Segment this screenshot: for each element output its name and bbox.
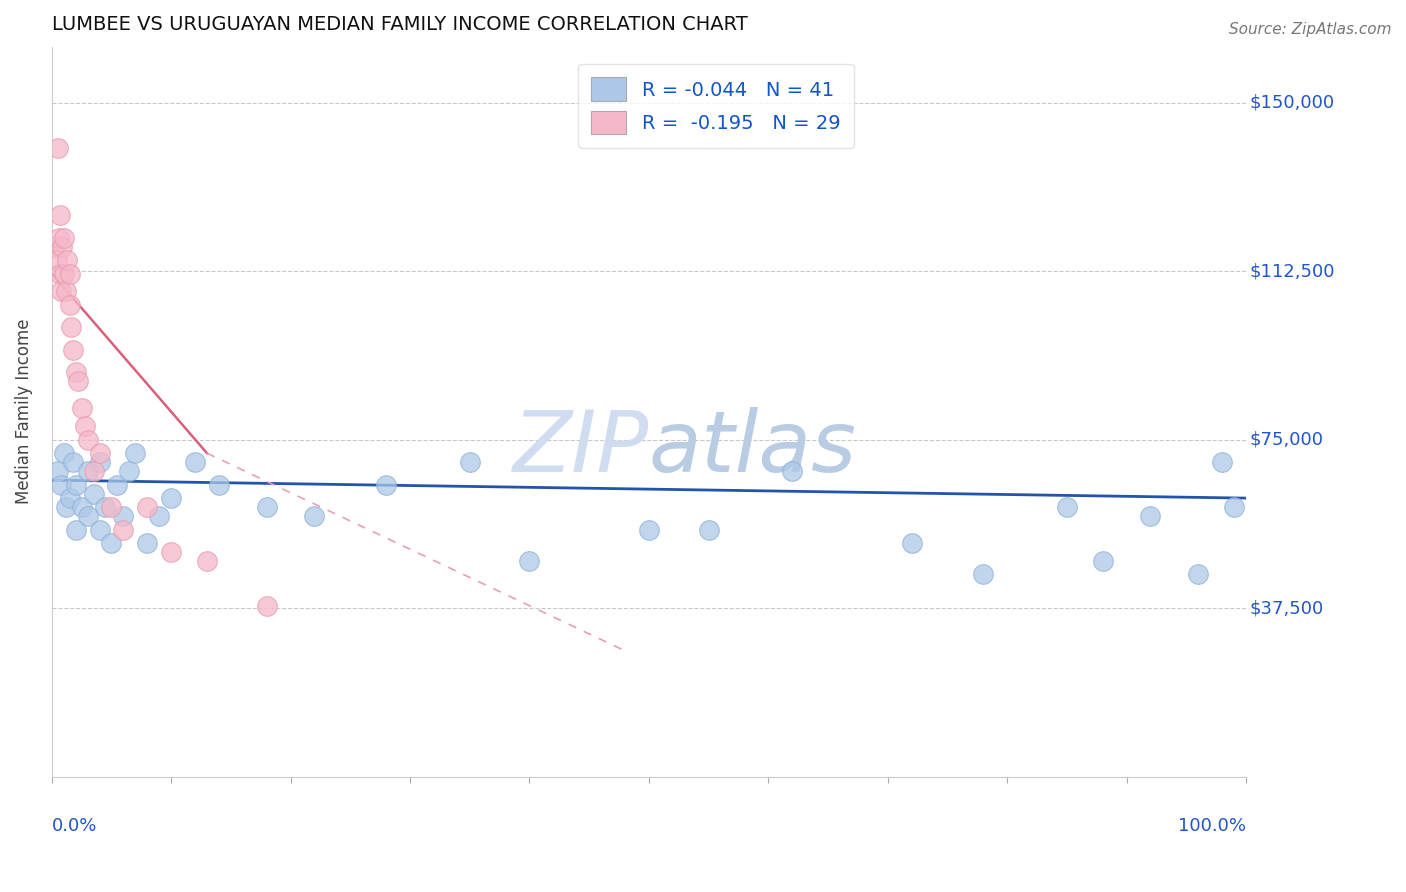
Point bbox=[51, 477, 73, 491]
Point bbox=[48, 230, 70, 244]
Point bbox=[118, 464, 141, 478]
Text: 100.0%: 100.0% bbox=[1178, 817, 1246, 835]
Text: LUMBEE VS URUGUAYAN MEDIAN FAMILY INCOME CORRELATION CHART: LUMBEE VS URUGUAYAN MEDIAN FAMILY INCOME… bbox=[52, 15, 748, 34]
Point bbox=[66, 374, 89, 388]
Point bbox=[89, 523, 111, 537]
Point bbox=[256, 599, 278, 613]
Point bbox=[972, 567, 994, 582]
Point bbox=[51, 239, 73, 253]
Point bbox=[638, 523, 661, 537]
Point bbox=[65, 477, 87, 491]
Point bbox=[76, 509, 98, 524]
Point bbox=[112, 509, 135, 524]
Point bbox=[46, 141, 69, 155]
Point bbox=[1211, 455, 1233, 469]
Point bbox=[458, 455, 481, 469]
Point bbox=[44, 239, 66, 253]
Point bbox=[49, 267, 72, 281]
Point bbox=[56, 253, 79, 268]
Point bbox=[52, 267, 75, 281]
Text: $37,500: $37,500 bbox=[1250, 599, 1324, 617]
Point bbox=[76, 433, 98, 447]
Point bbox=[62, 343, 84, 357]
Text: atlas: atlas bbox=[650, 407, 856, 490]
Point bbox=[195, 554, 218, 568]
Point bbox=[55, 500, 77, 514]
Point bbox=[160, 491, 183, 505]
Point bbox=[375, 477, 398, 491]
Point bbox=[59, 298, 82, 312]
Point bbox=[76, 464, 98, 478]
Point bbox=[51, 285, 73, 299]
Point bbox=[519, 554, 541, 568]
Point bbox=[59, 491, 82, 505]
Legend: R = -0.044   N = 41, R =  -0.195   N = 29: R = -0.044 N = 41, R = -0.195 N = 29 bbox=[578, 63, 853, 148]
Point bbox=[65, 365, 87, 379]
Point bbox=[45, 253, 67, 268]
Y-axis label: Median Family Income: Median Family Income bbox=[15, 319, 32, 504]
Point bbox=[136, 536, 159, 550]
Point bbox=[1223, 500, 1246, 514]
Point bbox=[112, 523, 135, 537]
Point bbox=[100, 500, 122, 514]
Point bbox=[49, 208, 72, 222]
Point bbox=[75, 419, 97, 434]
Point bbox=[1187, 567, 1209, 582]
Point bbox=[62, 455, 84, 469]
Point bbox=[65, 523, 87, 537]
Text: Source: ZipAtlas.com: Source: ZipAtlas.com bbox=[1229, 22, 1392, 37]
Point bbox=[70, 500, 93, 514]
Point bbox=[160, 545, 183, 559]
Point bbox=[780, 464, 803, 478]
Text: $75,000: $75,000 bbox=[1250, 431, 1323, 449]
Point bbox=[59, 320, 82, 334]
Point bbox=[148, 509, 170, 524]
Text: ZIP: ZIP bbox=[513, 407, 650, 490]
Point bbox=[900, 536, 922, 550]
Point bbox=[100, 536, 122, 550]
Point bbox=[256, 500, 278, 514]
Point bbox=[136, 500, 159, 514]
Point bbox=[83, 486, 105, 500]
Point bbox=[59, 267, 82, 281]
Text: $150,000: $150,000 bbox=[1250, 94, 1334, 112]
Text: 0.0%: 0.0% bbox=[52, 817, 97, 835]
Point bbox=[1056, 500, 1078, 514]
Point bbox=[83, 464, 105, 478]
Point bbox=[94, 500, 117, 514]
Point bbox=[184, 455, 207, 469]
Text: $112,500: $112,500 bbox=[1250, 262, 1336, 280]
Point bbox=[1139, 509, 1161, 524]
Point bbox=[1091, 554, 1114, 568]
Point bbox=[52, 446, 75, 460]
Point bbox=[304, 509, 326, 524]
Point bbox=[208, 477, 231, 491]
Point bbox=[52, 230, 75, 244]
Point bbox=[124, 446, 146, 460]
Point bbox=[107, 477, 129, 491]
Point bbox=[55, 285, 77, 299]
Point bbox=[89, 455, 111, 469]
Point bbox=[46, 464, 69, 478]
Point bbox=[70, 401, 93, 416]
Point bbox=[89, 446, 111, 460]
Point bbox=[697, 523, 720, 537]
